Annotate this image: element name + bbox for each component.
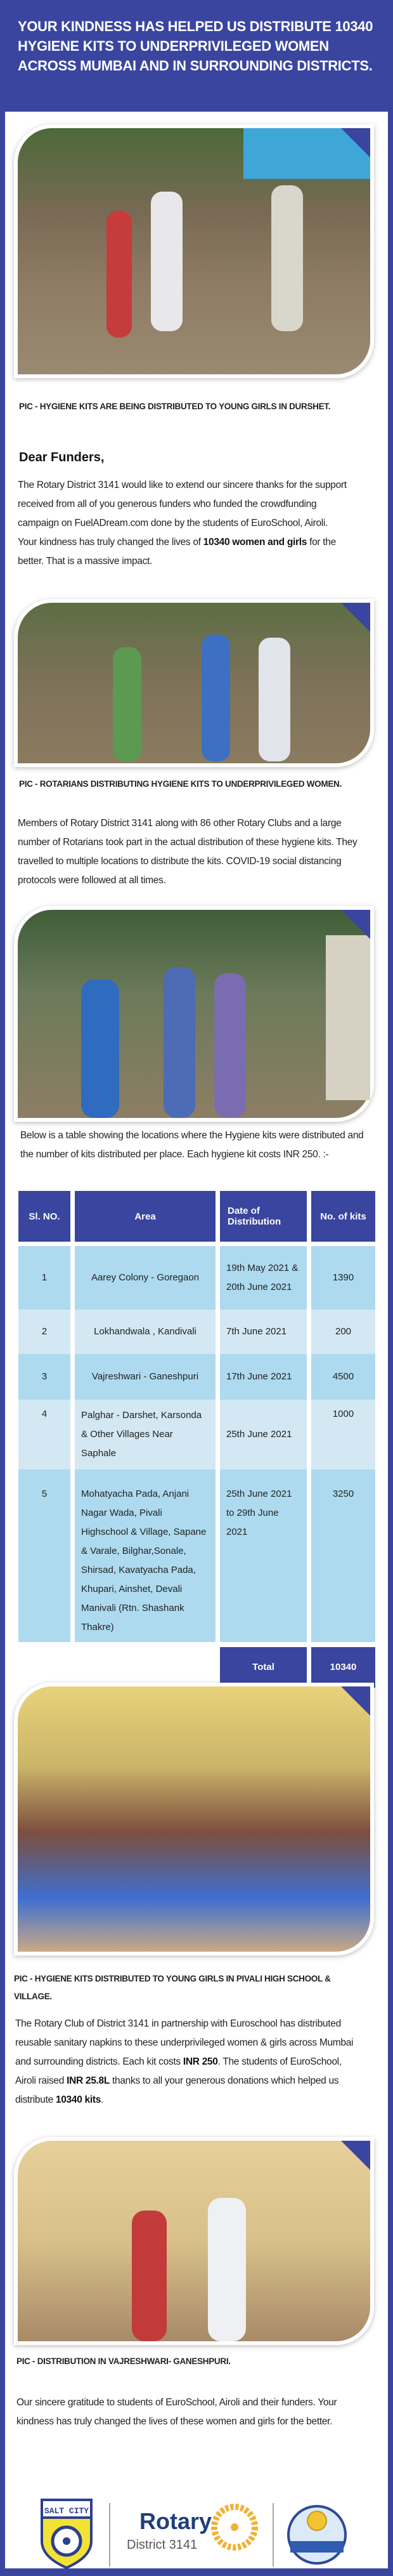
distribution-table: Sl. NO. Area Date of Distribution No. of… (14, 1191, 380, 1688)
title-line: surrounding districts. (190, 58, 373, 74)
footer-logos: SALT CITY Rotary District 3141 (38, 2497, 355, 2573)
col-area: Area (75, 1191, 216, 1242)
photo-caption: PIC - DISTRIBUTION IN VAJRESHWARI- GANES… (16, 2356, 231, 2366)
table-row: 5 Mohatyacha Pada, Anjani Nagar Wada, Pi… (18, 1469, 375, 1642)
photo-distribution (14, 906, 374, 1122)
svg-text:SALT CITY: SALT CITY (44, 2506, 89, 2516)
title-line: Your kindness has helped us distribute 1… (18, 18, 373, 54)
distribution-paragraph: Members of Rotary District 3141 along wi… (18, 818, 358, 886)
table-header-row: Sl. NO. Area Date of Distribution No. of… (18, 1191, 375, 1242)
col-sl: Sl. NO. (18, 1191, 70, 1242)
total-label: Total (220, 1647, 307, 1688)
photo-pivali-school (14, 1683, 374, 1955)
intro-paragraph: The Rotary District 3141 would like to e… (18, 480, 347, 567)
col-date: Date of Distribution (220, 1191, 307, 1242)
table-row: 3 Vajreshwari - Ganeshpuri 17th June 202… (18, 1354, 375, 1400)
page-title: Your kindness has helped us distribute 1… (18, 16, 377, 76)
photo-durshet (14, 124, 374, 378)
table-row: 4 Palghar - Darshet, Karsonda & Other Vi… (18, 1400, 375, 1469)
photo-vajreshwari (14, 2137, 374, 2345)
total-value: 10340 (311, 1647, 375, 1688)
table-intro: Below is a table showing the locations w… (20, 1130, 364, 1160)
gratitude-paragraph: Our sincere gratitude to students of Eur… (16, 2397, 337, 2427)
rotary-district: District 3141 (127, 2538, 198, 2552)
rotary-wordmark: Rotary (139, 2508, 212, 2534)
col-kits: No. of kits (311, 1191, 375, 1242)
photo-caption: PIC - ROTARIANS DISTRIBUTING HYGIENE KIT… (19, 779, 342, 789)
salt-city-logo: SALT CITY (41, 2499, 347, 2570)
photo-caption: PIC - HYGIENE KITS DISTRIBUTED TO YOUNG … (14, 1974, 331, 2001)
photo-caption: PIC - HYGIENE KITS ARE BEING DISTRIBUTED… (19, 402, 331, 411)
photo-rotarians (14, 599, 374, 767)
table-row: 2 Lokhandwala , Kandivali 7th June 2021 … (18, 1310, 375, 1354)
table-total-row: Total 10340 (18, 1647, 375, 1688)
partnership-paragraph: The Rotary Club of District 3141 in part… (15, 2018, 354, 2105)
letter-greeting: Dear Funders, (19, 450, 105, 464)
table-row: 1 Aarey Colony - Goregaon 19th May 2021 … (18, 1246, 375, 1310)
title-line: kits to underprivileged women across Mum… (18, 38, 329, 74)
